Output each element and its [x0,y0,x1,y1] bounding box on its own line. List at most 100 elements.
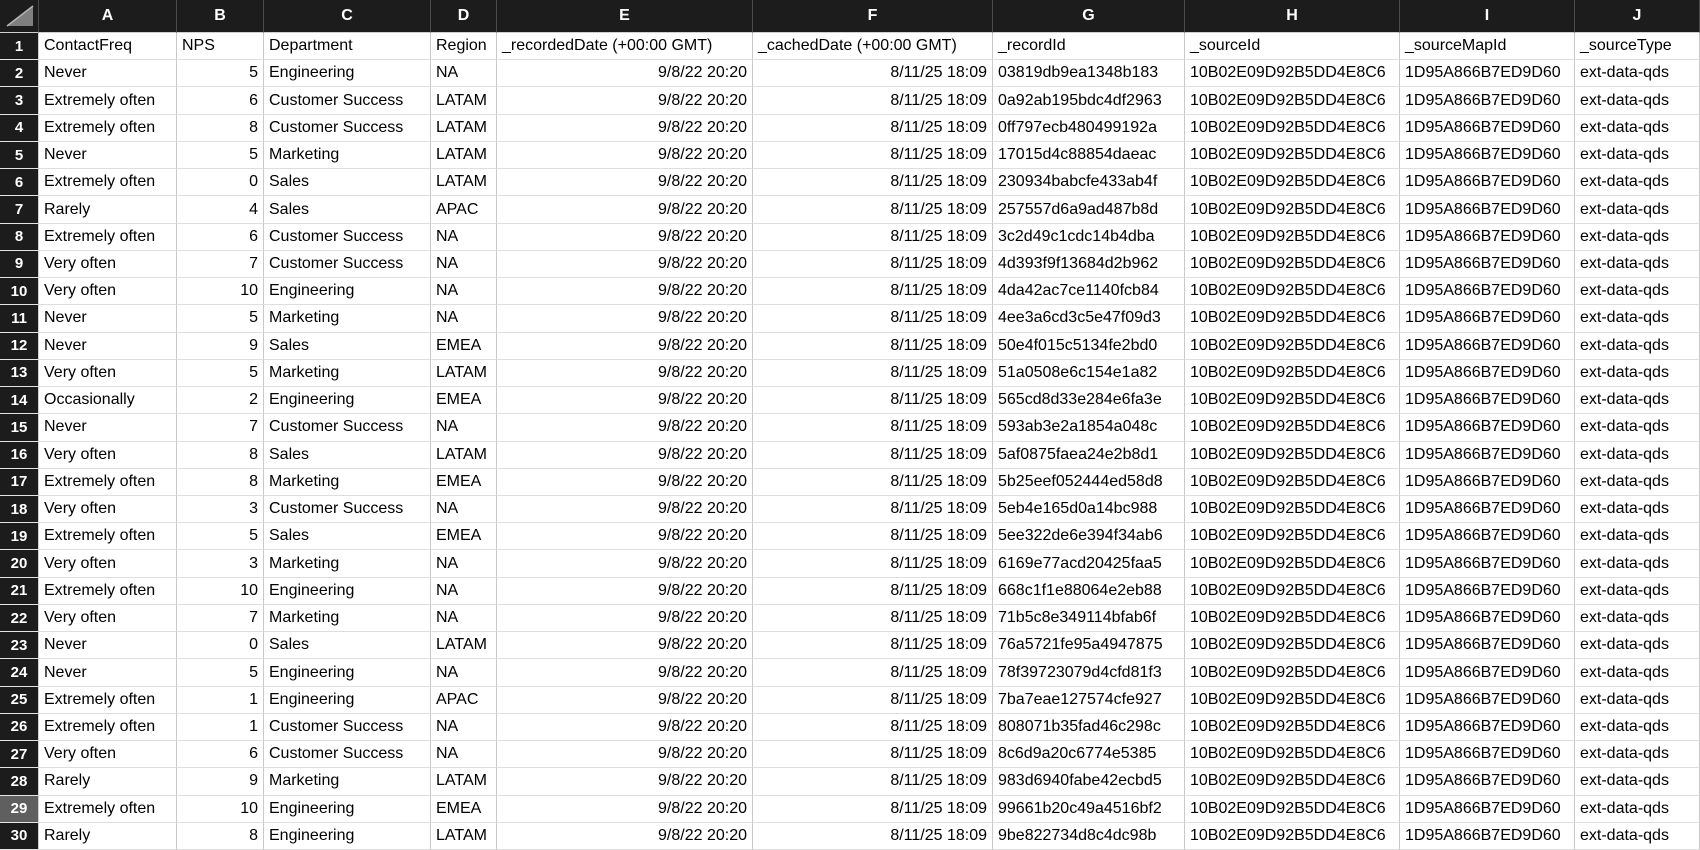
cell-A26[interactable]: Extremely often [39,713,177,742]
cell-H18[interactable]: 10B02E09D92B5DD4E8C6 [1185,495,1400,524]
cell-D9[interactable]: NA [431,250,497,279]
row-header-20[interactable]: 20 [0,550,39,578]
cell-G21[interactable]: 668c1f1e88064e2eb88 [993,577,1185,605]
cell-I8[interactable]: 1D95A866B7ED9D60 [1400,223,1575,251]
cell-B19[interactable]: 5 [177,523,264,551]
cell-D19[interactable]: EMEA [431,523,497,551]
cell-E10[interactable]: 9/8/22 20:20 [497,278,753,306]
row-header-5[interactable]: 5 [0,141,39,170]
cell-E19[interactable]: 9/8/22 20:20 [497,523,753,551]
cell-J6[interactable]: ext-data-qds [1575,169,1700,197]
cell-F24[interactable]: 8/11/25 18:09 [753,659,993,687]
row-header-27[interactable]: 27 [0,741,39,769]
cell-H3[interactable]: 10B02E09D92B5DD4E8C6 [1185,87,1400,115]
cell-B6[interactable]: 0 [177,169,264,197]
cell-C26[interactable]: Customer Success [264,713,431,742]
cell-A29[interactable]: Extremely often [39,795,177,823]
cell-J12[interactable]: ext-data-qds [1575,332,1700,360]
cell-E11[interactable]: 9/8/22 20:20 [497,305,753,333]
cell-E4[interactable]: 9/8/22 20:20 [497,114,753,142]
cell-F19[interactable]: 8/11/25 18:09 [753,523,993,551]
column-header-I[interactable]: I [1400,0,1575,33]
cell-B5[interactable]: 5 [177,141,264,170]
cell-C27[interactable]: Customer Success [264,741,431,769]
cell-E21[interactable]: 9/8/22 20:20 [497,577,753,605]
cell-F17[interactable]: 8/11/25 18:09 [753,468,993,496]
cell-I13[interactable]: 1D95A866B7ED9D60 [1400,359,1575,388]
cell-G17[interactable]: 5b25eef052444ed58d8 [993,468,1185,496]
cell-G5[interactable]: 17015d4c88854daeac [993,141,1185,170]
cell-B22[interactable]: 7 [177,604,264,633]
cell-A7[interactable]: Rarely [39,196,177,224]
cell-E16[interactable]: 9/8/22 20:20 [497,441,753,469]
cell-I14[interactable]: 1D95A866B7ED9D60 [1400,387,1575,415]
cell-A15[interactable]: Never [39,414,177,442]
cell-A8[interactable]: Extremely often [39,223,177,251]
cell-E3[interactable]: 9/8/22 20:20 [497,87,753,115]
cell-D10[interactable]: NA [431,278,497,306]
cell-E29[interactable]: 9/8/22 20:20 [497,795,753,823]
cell-H22[interactable]: 10B02E09D92B5DD4E8C6 [1185,604,1400,633]
cell-I22[interactable]: 1D95A866B7ED9D60 [1400,604,1575,633]
cell-G7[interactable]: 257557d6a9ad487b8d [993,196,1185,224]
cell-A24[interactable]: Never [39,659,177,687]
row-header-15[interactable]: 15 [0,414,39,442]
cell-D1[interactable]: Region [431,33,497,61]
cell-B20[interactable]: 3 [177,550,264,578]
cell-D5[interactable]: LATAM [431,141,497,170]
cell-A6[interactable]: Extremely often [39,169,177,197]
cell-A23[interactable]: Never [39,632,177,660]
row-header-3[interactable]: 3 [0,87,39,115]
cell-F15[interactable]: 8/11/25 18:09 [753,414,993,442]
cell-B15[interactable]: 7 [177,414,264,442]
cell-B24[interactable]: 5 [177,659,264,687]
cell-D28[interactable]: LATAM [431,768,497,796]
cell-C28[interactable]: Marketing [264,768,431,796]
cell-G24[interactable]: 78f39723079d4cfd81f3 [993,659,1185,687]
cell-F10[interactable]: 8/11/25 18:09 [753,278,993,306]
cell-J1[interactable]: _sourceType [1575,33,1700,61]
cell-H17[interactable]: 10B02E09D92B5DD4E8C6 [1185,468,1400,496]
cell-F2[interactable]: 8/11/25 18:09 [753,60,993,88]
cell-G14[interactable]: 565cd8d33e284e6fa3e [993,387,1185,415]
cell-F18[interactable]: 8/11/25 18:09 [753,495,993,524]
cell-E17[interactable]: 9/8/22 20:20 [497,468,753,496]
cell-J7[interactable]: ext-data-qds [1575,196,1700,224]
cell-E20[interactable]: 9/8/22 20:20 [497,550,753,578]
cell-C3[interactable]: Customer Success [264,87,431,115]
cell-A18[interactable]: Very often [39,495,177,524]
cell-B27[interactable]: 6 [177,741,264,769]
cell-H8[interactable]: 10B02E09D92B5DD4E8C6 [1185,223,1400,251]
cell-E26[interactable]: 9/8/22 20:20 [497,713,753,742]
cell-F26[interactable]: 8/11/25 18:09 [753,713,993,742]
cell-F9[interactable]: 8/11/25 18:09 [753,250,993,279]
cell-J11[interactable]: ext-data-qds [1575,305,1700,333]
row-header-12[interactable]: 12 [0,332,39,360]
row-header-21[interactable]: 21 [0,577,39,605]
cell-I26[interactable]: 1D95A866B7ED9D60 [1400,713,1575,742]
cell-C18[interactable]: Customer Success [264,495,431,524]
row-header-4[interactable]: 4 [0,114,39,142]
cell-C23[interactable]: Sales [264,632,431,660]
cell-G8[interactable]: 3c2d49c1cdc14b4dba [993,223,1185,251]
cell-C16[interactable]: Sales [264,441,431,469]
cell-D4[interactable]: LATAM [431,114,497,142]
row-header-19[interactable]: 19 [0,523,39,551]
cell-C30[interactable]: Engineering [264,822,431,850]
cell-H7[interactable]: 10B02E09D92B5DD4E8C6 [1185,196,1400,224]
cell-B29[interactable]: 10 [177,795,264,823]
cell-J24[interactable]: ext-data-qds [1575,659,1700,687]
cell-G1[interactable]: _recordId [993,33,1185,61]
cell-G2[interactable]: 03819db9ea1348b183 [993,60,1185,88]
row-header-28[interactable]: 28 [0,768,39,796]
cell-E25[interactable]: 9/8/22 20:20 [497,686,753,714]
cell-F3[interactable]: 8/11/25 18:09 [753,87,993,115]
cell-C29[interactable]: Engineering [264,795,431,823]
cell-B4[interactable]: 8 [177,114,264,142]
cell-C13[interactable]: Marketing [264,359,431,388]
cell-D13[interactable]: LATAM [431,359,497,388]
column-header-D[interactable]: D [431,0,497,33]
cell-A11[interactable]: Never [39,305,177,333]
cell-A3[interactable]: Extremely often [39,87,177,115]
cell-G23[interactable]: 76a5721fe95a4947875 [993,632,1185,660]
